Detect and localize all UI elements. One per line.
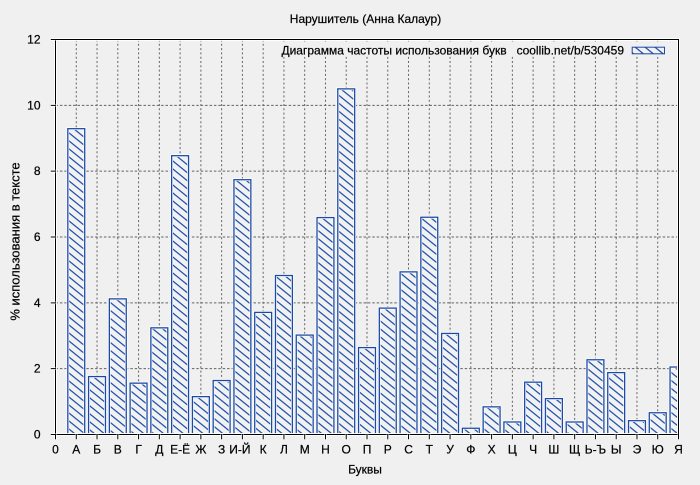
svg-text:К: К xyxy=(260,443,267,457)
svg-text:Б: Б xyxy=(93,443,101,457)
svg-text:Г: Г xyxy=(135,443,142,457)
svg-text:Ю: Ю xyxy=(652,443,664,457)
svg-text:Е-Ё: Е-Ё xyxy=(170,443,190,457)
svg-text:П: П xyxy=(363,443,372,457)
svg-text:Буквы: Буквы xyxy=(348,463,382,477)
svg-text:Ж: Ж xyxy=(195,443,206,457)
svg-text:З: З xyxy=(218,443,225,457)
svg-text:В: В xyxy=(114,443,122,457)
svg-text:И-Й: И-Й xyxy=(229,442,250,457)
svg-text:С: С xyxy=(404,443,413,457)
svg-text:Диаграмма частоты использовани: Диаграмма частоты использования букв coo… xyxy=(281,43,624,57)
svg-text:4: 4 xyxy=(34,296,41,310)
svg-text:Л: Л xyxy=(280,443,288,457)
svg-text:Ц: Ц xyxy=(508,443,517,457)
svg-text:Ш: Ш xyxy=(548,443,559,457)
svg-text:10: 10 xyxy=(27,98,41,112)
svg-text:Я: Я xyxy=(674,443,683,457)
svg-text:8: 8 xyxy=(34,164,41,178)
svg-text:Ф: Ф xyxy=(466,443,475,457)
svg-text:Ы: Ы xyxy=(611,443,622,457)
svg-text:А: А xyxy=(72,443,80,457)
svg-text:Н: Н xyxy=(321,443,330,457)
svg-text:0: 0 xyxy=(52,443,59,457)
svg-text:М: М xyxy=(300,443,310,457)
svg-text:12: 12 xyxy=(27,33,41,47)
svg-text:У: У xyxy=(446,443,454,457)
svg-text:Х: Х xyxy=(488,443,496,457)
svg-text:Ь-Ъ: Ь-Ъ xyxy=(585,443,606,457)
svg-text:0: 0 xyxy=(34,428,41,442)
svg-text:Нарушитель (Анна Калаур): Нарушитель (Анна Калаур) xyxy=(290,12,441,26)
svg-text:Д: Д xyxy=(155,443,163,457)
svg-text:6: 6 xyxy=(34,230,41,244)
svg-text:Щ: Щ xyxy=(569,443,580,457)
svg-text:2: 2 xyxy=(34,362,41,376)
svg-text:Т: Т xyxy=(426,443,434,457)
svg-text:О: О xyxy=(342,443,351,457)
svg-text:Р: Р xyxy=(384,443,392,457)
svg-text:Ч: Ч xyxy=(529,443,537,457)
svg-text:Э: Э xyxy=(633,443,642,457)
svg-text:% использования в тексте: % использования в тексте xyxy=(8,162,23,320)
